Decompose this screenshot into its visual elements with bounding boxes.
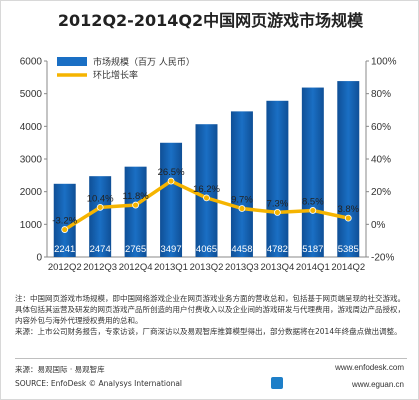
x-tick-label: 2013Q2 [190,262,224,273]
eguan-logo-icon [271,377,283,389]
growth-label: 8.5% [302,196,324,207]
y-tick-left-label: 3000 [20,155,43,166]
growth-point [203,194,210,202]
note-definition: 注：中国网页游戏市场规模，即中国网络游戏企业在网页游戏业务方面的营收总和，包括基… [15,294,405,325]
site-eguan: www.eguan.cn [351,380,404,389]
x-tick-label: 2014Q1 [296,262,330,273]
x-tick-label: 2014Q2 [331,262,365,273]
site-enfodesk: www.enfodesk.com [335,363,404,372]
growth-point [273,209,281,216]
y-tick-left-label: 6000 [20,57,43,68]
growth-label: 9.7% [231,194,253,205]
divider [15,358,407,359]
footnotes: 注：中国网页游戏市场规模，即中国网络游戏企业在网页游戏业务方面的营收总和，包括基… [15,293,409,337]
growth-label: 26.5% [158,167,185,178]
bar-value-label: 5187 [302,244,323,255]
y-tick-right-label: 80% [371,89,391,100]
x-tick-label: 2012Q2 [48,262,82,273]
source-cn: 来源：易观国际 · 易观智库 [15,365,105,374]
y-tick-left-label: 0 [36,253,42,264]
chart-canvas: 0 1000 2000 3000 4000 5000 6000 -20% 0% 20% 40% 60%… [20,56,397,274]
bar [53,183,76,257]
bar [195,124,218,258]
legend-bar-label: 市场规模（百万 人民币） [93,56,195,68]
bar-value-label: 4458 [231,244,252,255]
bar-value-label: 5385 [338,244,359,255]
bar-value-label: 4065 [196,244,217,255]
bar [266,100,289,258]
y-tick-left-label: 4000 [20,122,43,133]
growth-point [96,203,104,211]
y-tick-left-label: 2000 [20,187,43,198]
bar-value-label: 3497 [160,244,181,255]
growth-point [132,201,140,209]
bar [337,81,360,257]
x-tick-label: 2013Q4 [260,262,294,273]
bars: 2241 2474 2765 3497 4065 4458 4782 5187 5385 [53,81,360,258]
x-tick-label: 2013Q1 [154,262,188,273]
chart-title: 2012Q2-2014Q2中国网页游戏市场规模 [57,11,364,30]
legend: 市场规模（百万 人民币）环比增长率 [57,56,195,81]
bar [124,166,147,257]
growth-point [167,177,175,185]
x-tick-label: 2012Q4 [119,262,153,273]
growth-point [61,226,69,233]
bar-value-label: 2765 [125,244,146,255]
x-tick-label: 2012Q3 [83,262,117,273]
growth-label: 10.4% [87,193,114,204]
y-tick-left-label: 5000 [20,89,43,100]
y-tick-right-label: -20% [371,253,394,264]
bar-value-label: 2474 [90,244,111,255]
y-tick-right-label: 40% [371,155,391,166]
bar [89,176,112,257]
bar [160,142,183,257]
growth-point [238,205,246,212]
x-tick-label: 2013Q3 [225,262,259,273]
growth-label: 7.3% [267,198,289,209]
axes: 0 1000 2000 3000 4000 5000 6000 -20% 0% 20% 40% 60%… [20,57,397,274]
bar-value-label: 2241 [54,244,75,255]
y-tick-right-label: 20% [371,187,391,198]
growth-point [309,207,317,214]
note-source: 来源：上市公司财务报告，专家访谈，厂商深访以及易观智库推算模型得出，部分数据将在… [15,327,402,336]
bar [230,111,253,257]
legend-bar-swatch [57,57,87,66]
y-tick-right-label: 100% [371,57,397,68]
growth-point [344,214,352,222]
growth-line: -3.2% 10.4% 11.8% 26.5% 16.2% 9.7% 7.3% 8.5% 3.8… [52,167,360,233]
y-tick-right-label: 60% [371,122,391,133]
legend-line-label: 环比增长率 [93,69,138,81]
growth-label: 16.2% [193,184,220,195]
bar [301,87,324,257]
growth-label: 11.8% [122,191,149,202]
growth-label: -3.2% [52,216,77,227]
growth-label: 3.8% [337,204,359,215]
y-tick-right-label: 0% [371,220,386,231]
source-en: SOURCE: EnfoDesk © Analysys Internationa… [15,379,183,388]
bar-value-label: 4782 [267,244,288,255]
y-tick-left-label: 1000 [20,220,43,231]
